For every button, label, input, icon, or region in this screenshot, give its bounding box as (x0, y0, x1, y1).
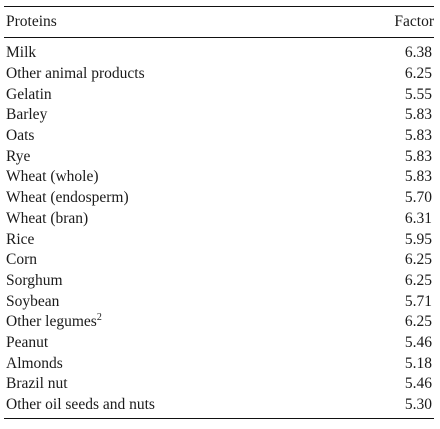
protein-name: Other oil seeds and nuts (6, 396, 155, 414)
protein-name: Rice (6, 230, 35, 248)
factor-value: 5.83 (404, 106, 432, 124)
protein-name-cell: Wheat (bran) (6, 210, 88, 228)
protein-name: Brazil nut (6, 375, 68, 393)
protein-name: Wheat (whole) (6, 168, 99, 186)
table-row: Almonds 5.18 (4, 353, 434, 374)
factor-value: 5.18 (404, 354, 432, 372)
table-row: Milk 6.38 (4, 43, 434, 64)
protein-name-cell: Milk (6, 44, 36, 62)
header-proteins: Proteins (6, 13, 57, 30)
table-row: Wheat (whole) 5.83 (4, 167, 434, 188)
factor-value: 5.83 (404, 127, 432, 145)
table-bottom-rule (4, 418, 434, 420)
protein-name: Soybean (6, 292, 60, 310)
protein-name-cell: Sorghum (6, 272, 63, 290)
factor-value: 5.71 (404, 292, 432, 310)
protein-name-cell: Peanut (6, 334, 48, 352)
factor-value: 6.38 (404, 44, 432, 62)
table-header-rule (4, 37, 434, 38)
protein-name-cell: Soybean (6, 293, 59, 311)
protein-factor-table: Proteins Factor Milk 6.38 Other animal pro… (4, 6, 434, 420)
protein-name-cell: Rye (6, 148, 30, 166)
factor-value: 5.83 (404, 147, 432, 165)
factor-value: 5.55 (404, 85, 432, 103)
factor-value: 6.31 (404, 209, 432, 227)
table-row: Gelatin 5.55 (4, 84, 434, 105)
protein-name: Barley (6, 106, 48, 124)
factor-value: 5.46 (404, 375, 432, 393)
protein-name-cell: Wheat (whole) (6, 168, 99, 186)
table-row: Other oil seeds and nuts 5.30 (4, 395, 434, 416)
protein-name: Almonds (6, 354, 63, 372)
protein-name: Oats (6, 127, 35, 145)
protein-name: Wheat (bran) (6, 209, 89, 227)
protein-name: Rye (6, 147, 31, 165)
protein-name: Corn (6, 251, 37, 269)
footnote-marker: 2 (96, 312, 102, 324)
table-row: Corn 6.25 (4, 250, 434, 271)
protein-name-cell: Brazil nut (6, 375, 68, 393)
protein-name-cell: Wheat (endosperm) (6, 189, 129, 207)
table-row: Other legumes2 6.25 (4, 312, 434, 333)
table-row: Oats 5.83 (4, 126, 434, 147)
factor-value: 6.25 (404, 313, 432, 331)
table-row: Wheat (bran) 6.31 (4, 209, 434, 230)
protein-name-cell: Barley (6, 106, 47, 124)
table-row: Soybean 5.71 (4, 291, 434, 312)
table-row: Barley 5.83 (4, 105, 434, 126)
table-row: Wheat (endosperm) 5.70 (4, 188, 434, 209)
protein-name-cell: Almonds (6, 355, 63, 373)
factor-value: 5.83 (404, 168, 432, 186)
protein-name-cell: Other legumes2 (6, 313, 102, 331)
protein-name: Wheat (endosperm) (6, 189, 129, 207)
factor-value: 6.25 (404, 271, 432, 289)
table-body: Milk 6.38 Other animal products 6.25 Gelatin… (4, 38, 434, 415)
table-row: Brazil nut 5.46 (4, 374, 434, 395)
table-row: Sorghum 6.25 (4, 271, 434, 292)
factor-value: 5.30 (404, 396, 432, 414)
protein-name-cell: Other animal products (6, 65, 145, 83)
protein-name: Other animal products (6, 65, 145, 83)
protein-name-cell: Corn (6, 251, 37, 269)
table-top-rule (4, 6, 434, 7)
table-row: Rye 5.83 (4, 146, 434, 167)
protein-name-cell: Oats (6, 127, 34, 145)
protein-name: Other legumes (6, 313, 97, 331)
factor-value: 6.25 (404, 251, 432, 269)
factor-value: 5.46 (404, 333, 432, 351)
table-row: Peanut 5.46 (4, 333, 434, 354)
protein-name: Milk (6, 44, 37, 62)
header-factor: Factor (394, 13, 434, 30)
factor-value: 6.25 (404, 65, 432, 83)
protein-name: Gelatin (6, 85, 52, 103)
factor-value: 5.95 (404, 230, 432, 248)
protein-name-cell: Rice (6, 231, 34, 249)
protein-name: Sorghum (6, 271, 63, 289)
protein-name-cell: Gelatin (6, 86, 52, 104)
table-row: Rice 5.95 (4, 229, 434, 250)
table-row: Other animal products 6.25 (4, 64, 434, 85)
protein-name: Peanut (6, 333, 49, 351)
protein-name-cell: Other oil seeds and nuts (6, 396, 155, 414)
factor-value: 5.70 (404, 189, 432, 207)
table-header-row: Proteins Factor (4, 7, 434, 37)
